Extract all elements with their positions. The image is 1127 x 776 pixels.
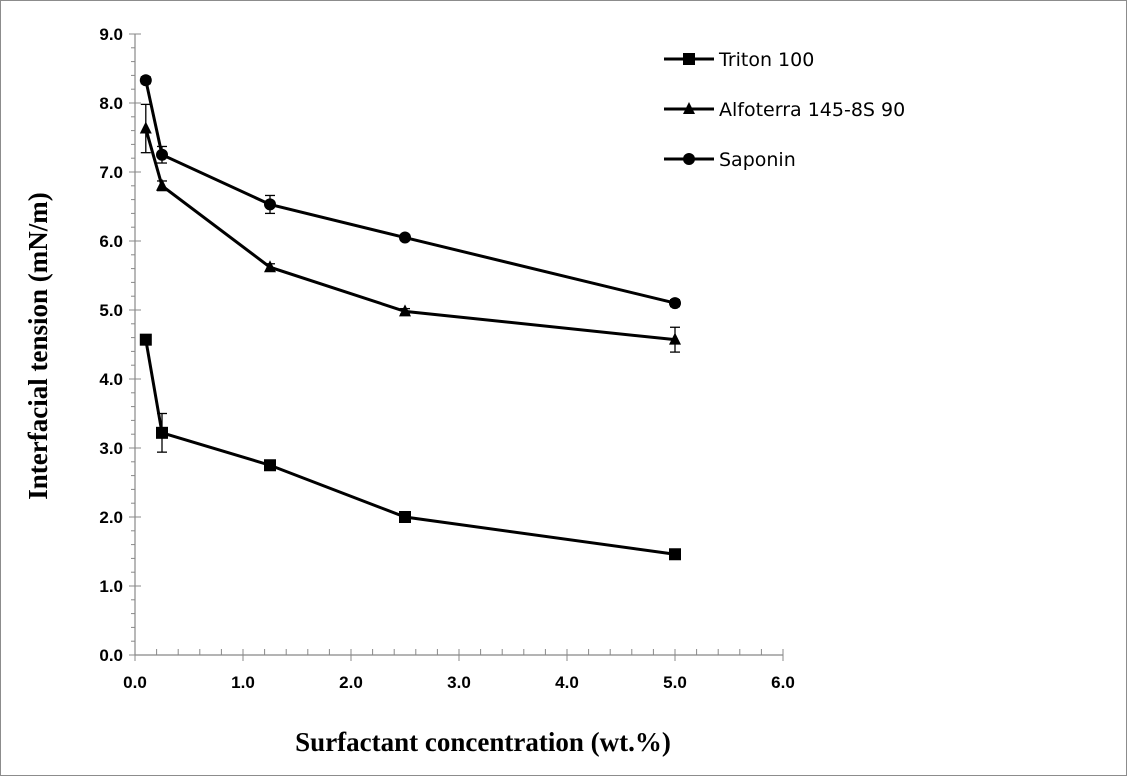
series-group: [139, 74, 681, 561]
x-tick-label: 2.0: [339, 673, 363, 692]
data-point-square: [669, 548, 681, 561]
data-point-triangle: [399, 304, 411, 317]
data-point-triangle: [264, 260, 276, 273]
legend-label: Alfoterra 145-8S 90: [719, 99, 905, 121]
x-tick-label: 6.0: [771, 673, 795, 692]
x-tick-label: 5.0: [663, 673, 687, 692]
data-point-circle: [399, 231, 411, 244]
y-tick-label: 3.0: [99, 439, 123, 458]
y-tick-label: 9.0: [99, 25, 123, 44]
series-line: [144, 79, 676, 305]
y-axis-title: Interfacial tension (mN/m): [23, 192, 53, 499]
legend-marker-square: [683, 53, 695, 65]
x-tick-label: 4.0: [555, 673, 579, 692]
series-square: [139, 333, 681, 561]
x-tick-label: 1.0: [231, 673, 255, 692]
y-tick-label: 7.0: [99, 163, 123, 182]
x-tick-label: 3.0: [447, 673, 471, 692]
legend-item: Saponin: [664, 149, 796, 171]
data-point-square: [399, 511, 411, 523]
series-triangle: [139, 103, 681, 353]
data-point-triangle: [156, 178, 168, 191]
legend-label: Triton 100: [718, 49, 814, 71]
legend: Triton 100 Alfoterra 145-8S 90 Saponin: [664, 49, 905, 171]
series-circle: [139, 74, 681, 310]
x-tick-label: 0.0: [123, 673, 147, 692]
y-tick-label: 6.0: [99, 232, 123, 251]
data-point-circle: [264, 198, 276, 211]
legend-marker-circle: [683, 153, 695, 165]
data-point-square: [156, 426, 168, 439]
x-axis-title: Surfactant concentration (wt.%): [295, 727, 671, 757]
y-tick-label: 2.0: [99, 508, 123, 527]
series-line: [144, 128, 676, 342]
legend-label: Saponin: [719, 149, 796, 171]
data-point-triangle: [669, 332, 681, 345]
axes: 0.0 1.0 2.0 3.0 4.0 5.0 6.0 7.0 8.0 9.0 0.0 1.0 2.0 3…: [99, 25, 794, 692]
data-point-square: [139, 333, 152, 346]
data-point-circle: [156, 148, 168, 161]
y-tick-label: 1.0: [99, 577, 123, 596]
y-tick-label: 5.0: [99, 301, 123, 320]
data-point-triangle: [139, 121, 152, 134]
legend-item: Alfoterra 145-8S 90: [664, 99, 905, 121]
data-point-circle: [669, 297, 681, 310]
data-point-circle: [139, 74, 152, 87]
data-point-square: [264, 459, 276, 472]
legend-item: Triton 100: [664, 49, 814, 71]
y-tick-label: 8.0: [99, 94, 123, 113]
legend-marker-triangle: [683, 102, 695, 114]
y-tick-label: 0.0: [99, 646, 123, 665]
y-tick-label: 4.0: [99, 370, 123, 389]
